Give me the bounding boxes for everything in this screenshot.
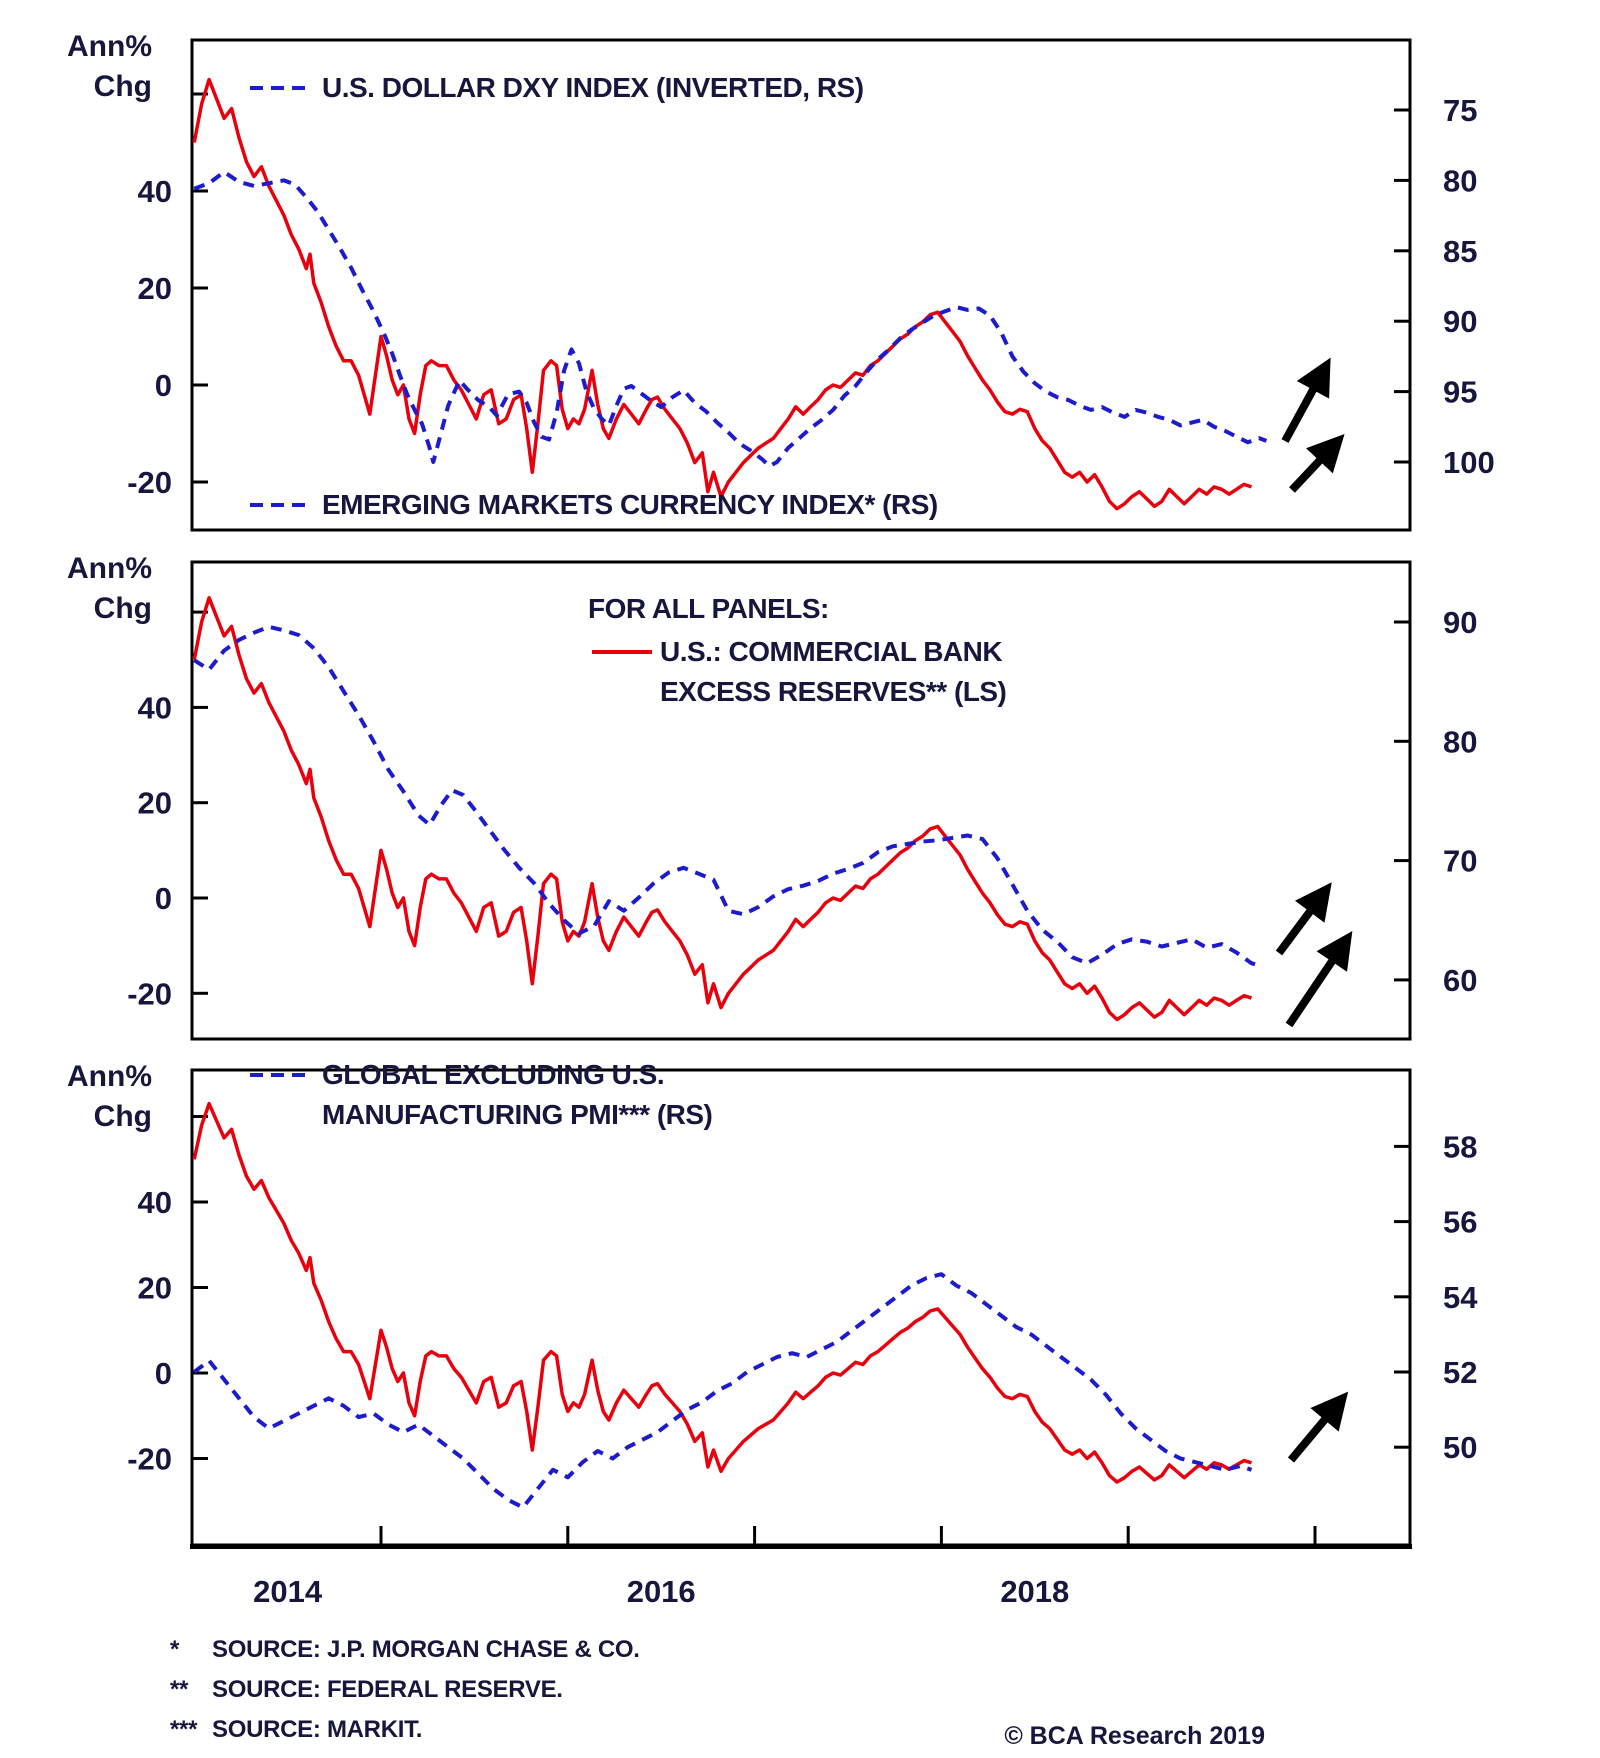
right-axis-tick-label: 90 — [1443, 304, 1477, 339]
right-axis-tick-label: 75 — [1443, 93, 1477, 128]
left-axis-title: Chg — [94, 592, 152, 625]
panel-2-border — [190, 560, 1412, 1041]
left-axis-tick-label: 40 — [138, 1185, 172, 1220]
right-axis-tick-label: 95 — [1443, 375, 1477, 410]
right-axis-tick-label: 60 — [1443, 963, 1477, 998]
left-axis-tick-label: 40 — [138, 174, 172, 209]
footnote-1-marker: * — [170, 1636, 180, 1663]
panel-1-border — [190, 38, 1412, 532]
left-axis-title: Chg — [94, 1100, 152, 1133]
footnote-3: *** SOURCE: MARKIT. — [170, 1716, 422, 1744]
left-axis-title: Ann% — [67, 552, 152, 585]
panels-group: 40 20 0 -20 Ann% Chg 75 80 85 90 95 100 U.S. DOLLAR … — [67, 30, 1495, 1609]
right-axis-tick-label: 100 — [1443, 445, 1495, 480]
legend-label-dxy: U.S. DOLLAR DXY INDEX (INVERTED, RS) — [322, 72, 864, 103]
right-axis-tick-label: 50 — [1443, 1430, 1477, 1465]
left-axis-tick-label: 0 — [155, 368, 172, 403]
footnote-2: ** SOURCE: FEDERAL RESERVE. — [170, 1676, 563, 1704]
copyright-notice: © BCA Research 2019 — [1004, 1722, 1265, 1750]
right-axis-tick-label: 90 — [1443, 605, 1477, 640]
left-axis-tick-label: 20 — [138, 1271, 172, 1306]
red-line-excess-reserves-panel-3 — [192, 1101, 1252, 1484]
right-axis-tick-label: 80 — [1443, 163, 1477, 198]
left-axis-tick-label: 40 — [138, 690, 172, 725]
left-axis-tick-label: 0 — [155, 881, 172, 916]
right-axis-tick-label: 70 — [1443, 844, 1477, 879]
footnote-1: * SOURCE: J.P. MORGAN CHASE & CO. — [170, 1636, 640, 1664]
center-legend-series-name: EXCESS RESERVES** (LS) — [660, 676, 1006, 707]
right-axis-tick-label: 52 — [1443, 1355, 1477, 1390]
right-axis-tick-label: 80 — [1443, 724, 1477, 759]
footnote-2-marker: ** — [170, 1676, 189, 1703]
blue-line-dxy — [193, 170, 1268, 469]
right-axis-tick-label: 58 — [1443, 1129, 1477, 1164]
right-axis-tick-label: 56 — [1443, 1205, 1477, 1240]
left-axis-tick-label: -20 — [127, 976, 172, 1011]
footnote-2-text: SOURCE: FEDERAL RESERVE. — [212, 1676, 563, 1703]
up-trend-arrow — [1281, 357, 1331, 443]
panel-3-border — [190, 1068, 1412, 1547]
legend-label-em-currency: EMERGING MARKETS CURRENCY INDEX* (RS) — [322, 489, 938, 520]
left-axis-tick-label: -20 — [127, 465, 172, 500]
red-line-excess-reserves-panel-2 — [192, 596, 1253, 1022]
up-trend-arrow — [1287, 1391, 1349, 1463]
left-axis-tick-label: 20 — [138, 786, 172, 821]
red-line-excess-reserves-panel-1 — [192, 77, 1253, 511]
footnote-3-text: SOURCE: MARKIT. — [212, 1716, 423, 1743]
up-trend-arrow — [1285, 931, 1353, 1028]
left-axis-title: Ann% — [67, 30, 152, 63]
center-legend-series-name: U.S.: COMMERCIAL BANK — [660, 636, 1002, 667]
legend-label-pmi: MANUFACTURING PMI*** (RS) — [322, 1099, 712, 1130]
left-axis-tick-label: -20 — [127, 1442, 172, 1477]
x-axis-year-label: 2018 — [1000, 1574, 1069, 1609]
left-axis-tick-label: 20 — [138, 271, 172, 306]
right-axis-tick-label: 85 — [1443, 234, 1477, 269]
blue-line-pmi — [192, 1272, 1253, 1510]
footnote-1-text: SOURCE: J.P. MORGAN CHASE & CO. — [212, 1636, 640, 1663]
up-trend-arrow — [1275, 882, 1332, 956]
left-axis-tick-label: 0 — [155, 1356, 172, 1391]
x-axis-year-label: 2014 — [253, 1574, 323, 1609]
left-axis-title: Chg — [94, 70, 152, 103]
legend-label-pmi: GLOBAL EXCLUDING U.S. — [322, 1059, 664, 1090]
center-legend-title: FOR ALL PANELS: — [588, 593, 829, 624]
right-axis-tick-label: 54 — [1443, 1280, 1478, 1315]
footnote-3-marker: *** — [170, 1716, 198, 1743]
left-axis-title: Ann% — [67, 1060, 152, 1093]
x-axis-year-label: 2016 — [627, 1574, 696, 1609]
up-trend-arrow — [1289, 434, 1345, 493]
